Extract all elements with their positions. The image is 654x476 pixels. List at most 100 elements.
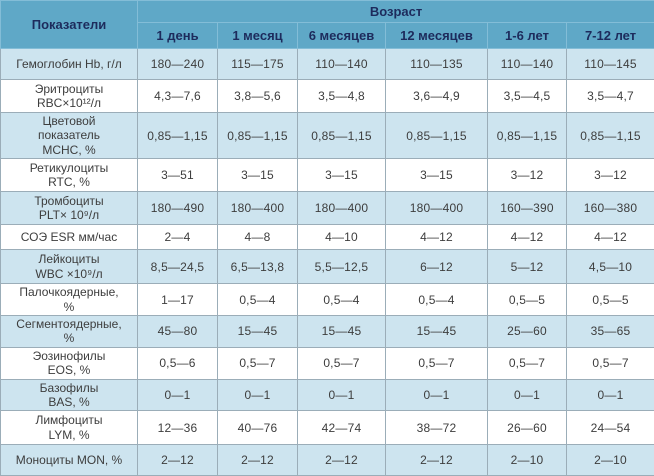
value-cell: 180—400 [218,192,298,225]
value-cell: 0,5—7 [567,347,654,379]
row-label-cell: Эозинофилы EOS, % [1,347,138,379]
row-label-cell: Лейкоциты WBC ×10⁹/л [1,250,138,284]
value-cell: 25—60 [488,315,567,347]
row-label-cell: Эритроциты RBC×10¹²/л [1,80,138,113]
value-cell: 0,5—4 [386,284,488,316]
value-cell: 5,5—12,5 [298,250,386,284]
value-cell: 4,5—10 [567,250,654,284]
row-label-cell: Базофилы BAS, % [1,379,138,411]
value-cell: 3,6—4,9 [386,80,488,113]
value-cell: 0,5—7 [386,347,488,379]
value-cell: 40—76 [218,411,298,445]
value-cell: 0,85—1,15 [298,113,386,159]
value-cell: 42—74 [298,411,386,445]
value-cell: 0,85—1,15 [567,113,654,159]
value-cell: 4—12 [567,225,654,250]
value-cell: 15—45 [218,315,298,347]
value-cell: 0—1 [567,379,654,411]
value-cell: 180—240 [138,49,218,80]
value-cell: 15—45 [298,315,386,347]
value-cell: 160—380 [567,192,654,225]
value-cell: 15—45 [386,315,488,347]
value-cell: 3,5—4,5 [488,80,567,113]
value-cell: 0,5—6 [138,347,218,379]
value-cell: 35—65 [567,315,654,347]
value-cell: 6—12 [386,250,488,284]
value-cell: 0—1 [218,379,298,411]
value-cell: 24—54 [567,411,654,445]
value-cell: 180—490 [138,192,218,225]
row-label-cell: СОЭ ESR мм/час [1,225,138,250]
column-header-cell: 12 месяцев [386,23,488,49]
column-header-cell: 7-12 лет [567,23,654,49]
row-label-cell: Тромбоциты PLT× 10⁹/л [1,192,138,225]
value-cell: 110—140 [298,49,386,80]
column-header-cell: 1 день [138,23,218,49]
row-label-cell: Сегментоядерные, % [1,315,138,347]
value-cell: 3—15 [298,159,386,192]
row-label-cell: Палочкоядерные, % [1,284,138,316]
value-cell: 0,5—7 [298,347,386,379]
value-cell: 0,85—1,15 [386,113,488,159]
value-cell: 1—17 [138,284,218,316]
value-cell: 0—1 [488,379,567,411]
value-cell: 4—12 [488,225,567,250]
column-header-cell: 6 месяцев [298,23,386,49]
row-label-cell: Ретикулоциты RTC, % [1,159,138,192]
value-cell: 4,3—7,6 [138,80,218,113]
value-cell: 38—72 [386,411,488,445]
value-cell: 45—80 [138,315,218,347]
value-cell: 12—36 [138,411,218,445]
value-cell: 0,5—5 [488,284,567,316]
value-cell: 3—12 [488,159,567,192]
row-label-cell: Лимфоциты LYM, % [1,411,138,445]
value-cell: 4—10 [298,225,386,250]
value-cell: 0,85—1,15 [138,113,218,159]
age-group-header-row: Показатели Возраст [1,1,654,23]
value-cell: 110—140 [488,49,567,80]
row-label-cell: Гемоглобин Hb, г/л [1,49,138,80]
value-cell: 3—15 [386,159,488,192]
value-cell: 3,5—4,7 [567,80,654,113]
row-label-cell: Моноциты MON, % [1,445,138,476]
value-cell: 3—12 [567,159,654,192]
value-cell: 110—135 [386,49,488,80]
value-cell: 2—10 [488,445,567,476]
value-cell: 180—400 [298,192,386,225]
value-cell: 2—10 [567,445,654,476]
value-cell: 0,85—1,15 [488,113,567,159]
value-cell: 180—400 [386,192,488,225]
value-cell: 0—1 [298,379,386,411]
value-cell: 3,8—5,6 [218,80,298,113]
indicators-header-cell: Показатели [1,1,138,49]
value-cell: 0,5—4 [218,284,298,316]
value-cell: 26—60 [488,411,567,445]
value-cell: 0—1 [386,379,488,411]
value-cell: 5—12 [488,250,567,284]
value-cell: 0,5—7 [488,347,567,379]
value-cell: 2—12 [138,445,218,476]
value-cell: 0,5—7 [218,347,298,379]
value-cell: 4—12 [386,225,488,250]
value-cell: 3—15 [218,159,298,192]
value-cell: 8,5—24,5 [138,250,218,284]
value-cell: 3,5—4,8 [298,80,386,113]
value-cell: 160—390 [488,192,567,225]
value-cell: 4—8 [218,225,298,250]
column-header-cell: 1-6 лет [488,23,567,49]
value-cell: 2—4 [138,225,218,250]
